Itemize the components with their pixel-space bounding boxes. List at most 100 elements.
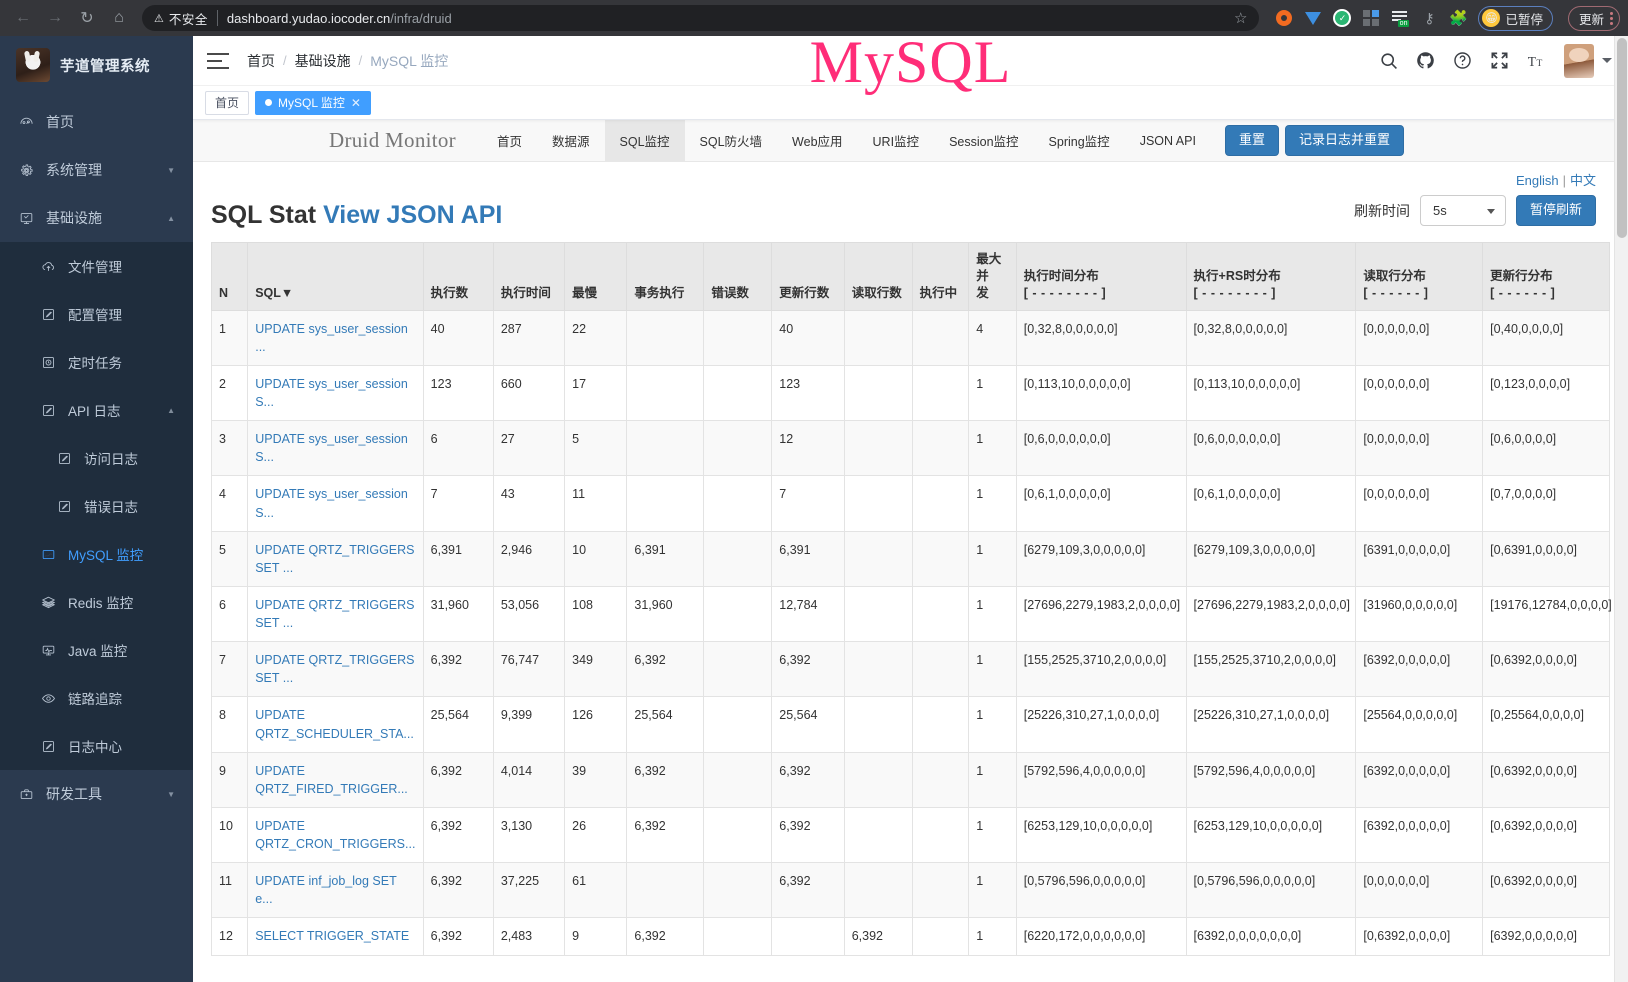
druid-nav-5[interactable]: URI监控 — [858, 120, 935, 161]
log-and-reset-button[interactable]: 记录日志并重置 — [1284, 125, 1404, 156]
avatar[interactable] — [1564, 43, 1594, 78]
edit-icon — [40, 403, 57, 418]
sidebar-item-4[interactable]: 配置管理 — [0, 290, 193, 338]
help-circle-icon[interactable] — [1453, 51, 1472, 70]
sidebar-item-10[interactable]: Redis 监控 — [0, 578, 193, 626]
druid-nav-0[interactable]: 首页 — [482, 120, 537, 161]
cell-exec_count: 6,392 — [422, 862, 494, 919]
sidebar-item-12[interactable]: 链路追踪 — [0, 674, 193, 722]
cell-err_count — [703, 696, 773, 753]
cell-sql[interactable]: UPDATE QRTZ_SCHEDULER_STA... — [247, 696, 424, 753]
cell-sql[interactable]: SELECT TRIGGER_STATE — [247, 917, 424, 956]
puzzle-extensions-icon[interactable]: 🧩 — [1449, 10, 1468, 27]
sidebar-item-1[interactable]: 系统管理 ▼ — [0, 146, 193, 194]
cell-sql[interactable]: UPDATE sys_user_session S... — [247, 364, 424, 422]
github-icon[interactable] — [1416, 51, 1435, 70]
cell-sql[interactable]: UPDATE QRTZ_TRIGGERS SET ... — [247, 585, 424, 643]
sql-link[interactable]: UPDATE QRTZ_CRON_TRIGGERS... — [255, 818, 416, 851]
bookmark-star-icon[interactable]: ☆ — [1234, 10, 1248, 27]
page-scrollbar-thumb[interactable] — [1617, 38, 1627, 238]
profile-paused-pill[interactable]: 😁 已暂停 — [1478, 5, 1553, 31]
brand[interactable]: 芋道管理系统 — [0, 36, 193, 98]
blue-diamond-extension-icon[interactable] — [1304, 9, 1322, 27]
cell-sql[interactable]: UPDATE QRTZ_TRIGGERS SET ... — [247, 641, 424, 698]
reload-icon[interactable]: ↻ — [80, 10, 94, 27]
cell-sql[interactable]: UPDATE inf_job_log SET e... — [247, 862, 424, 919]
kebab-menu-icon[interactable] — [1610, 11, 1613, 25]
key-extension-icon[interactable]: ⚷ — [1424, 9, 1435, 26]
col-header-sql[interactable]: SQL▼ — [247, 242, 424, 311]
page-scrollbar[interactable] — [1614, 36, 1628, 982]
sidebar-item-6[interactable]: API 日志 ▲ — [0, 386, 193, 434]
sidebar-item-9[interactable]: MySQL 监控 — [0, 530, 193, 578]
hamburger-menu-icon[interactable] — [207, 52, 229, 69]
breadcrumb-item-1[interactable]: 基础设施 — [294, 52, 351, 69]
cell-sql[interactable]: UPDATE sys_user_session S... — [247, 475, 424, 532]
cell-update_row_dist: [0,6,0,0,0,0] — [1482, 420, 1610, 477]
omnibox[interactable]: ⚠ 不安全 dashboard.yudao.iocoder.cn/infra/d… — [142, 5, 1260, 31]
sidebar-item-0[interactable]: 首页 — [0, 98, 193, 146]
reset-button[interactable]: 重置 — [1224, 125, 1279, 156]
sql-link[interactable]: UPDATE sys_user_session S... — [255, 376, 408, 409]
sql-link[interactable]: UPDATE QRTZ_SCHEDULER_STA... — [255, 708, 414, 741]
refresh-interval-select[interactable]: 5s10s20s30s60s — [1419, 195, 1506, 226]
fullscreen-icon[interactable] — [1490, 51, 1509, 70]
sql-link[interactable]: UPDATE sys_user_session S... — [255, 487, 408, 520]
druid-nav-3[interactable]: SQL防火墙 — [685, 120, 778, 161]
sql-link[interactable]: UPDATE sys_user_session S... — [255, 432, 408, 465]
chevron-down-icon[interactable]: ▼ — [167, 165, 175, 175]
druid-nav-4[interactable]: Web应用 — [777, 120, 857, 161]
search-icon[interactable] — [1379, 51, 1398, 70]
pause-refresh-button[interactable]: 暂停刷新 — [1515, 195, 1596, 226]
sql-link[interactable]: UPDATE inf_job_log SET e... — [255, 874, 397, 907]
cell-sql[interactable]: UPDATE sys_user_session S... — [247, 420, 424, 477]
sql-link[interactable]: UPDATE QRTZ_TRIGGERS SET ... — [255, 542, 415, 575]
cell-max_concurrent: 1 — [968, 641, 1017, 698]
tag-item-0[interactable]: 首页 — [205, 90, 250, 115]
tag-item-1[interactable]: MySQL 监控 ✕ — [255, 90, 371, 115]
sidebar-item-11[interactable]: Java 监控 — [0, 626, 193, 674]
sql-link[interactable]: SELECT TRIGGER_STATE — [255, 929, 410, 944]
sidebar-item-14[interactable]: 研发工具 ▼ — [0, 770, 193, 818]
druid-nav-1[interactable]: 数据源 — [537, 120, 605, 161]
sidebar-item-3[interactable]: 文件管理 — [0, 242, 193, 290]
orange-ring-extension-icon[interactable] — [1275, 9, 1293, 27]
cell-read_rows — [843, 751, 913, 808]
sql-link[interactable]: UPDATE QRTZ_TRIGGERS SET ... — [255, 653, 415, 686]
sidebar-item-13[interactable]: 日志中心 — [0, 722, 193, 770]
chevron-up-icon[interactable]: ▲ — [167, 405, 175, 415]
cell-sql[interactable]: UPDATE QRTZ_TRIGGERS SET ... — [247, 530, 424, 587]
squares-grid-extension-icon[interactable] — [1362, 9, 1380, 27]
sql-link[interactable]: UPDATE QRTZ_TRIGGERS SET ... — [255, 597, 415, 630]
sidebar-item-2[interactable]: 基础设施 ▲ — [0, 194, 193, 242]
forward-arrow-icon[interactable]: → — [47, 9, 63, 26]
home-icon[interactable]: ⌂ — [114, 9, 124, 26]
chevron-up-icon[interactable]: ▲ — [167, 213, 175, 223]
druid-nav-6[interactable]: Session监控 — [934, 120, 1033, 161]
cell-sql[interactable]: UPDATE QRTZ_FIRED_TRIGGER... — [247, 751, 424, 808]
chevron-down-icon[interactable]: ▼ — [167, 789, 175, 799]
view-json-api-link[interactable]: View JSON API — [323, 201, 503, 229]
close-icon[interactable]: ✕ — [350, 95, 361, 110]
lang-english-link[interactable]: English — [1515, 173, 1559, 188]
cell-sql[interactable]: UPDATE QRTZ_CRON_TRIGGERS... — [247, 806, 424, 864]
breadcrumb-item-0[interactable]: 首页 — [247, 52, 275, 69]
list-on-extension-icon[interactable]: on — [1391, 9, 1410, 27]
cell-sql[interactable]: UPDATE sys_user_session ... — [247, 309, 424, 366]
sidebar-item-5[interactable]: 定时任务 — [0, 338, 193, 386]
sidebar-item-7[interactable]: 访问日志 — [0, 434, 193, 482]
lang-chinese-link[interactable]: 中文 — [1569, 173, 1596, 188]
update-button[interactable]: 更新 — [1567, 5, 1620, 31]
green-check-extension-icon[interactable]: ✓ — [1333, 9, 1352, 27]
druid-nav-7[interactable]: Spring监控 — [1034, 120, 1125, 161]
druid-nav-8[interactable]: JSON API — [1125, 120, 1211, 161]
back-arrow-icon[interactable]: ← — [15, 9, 31, 26]
druid-nav-2[interactable]: SQL监控 — [604, 120, 685, 161]
cell-n: 9 — [210, 751, 249, 808]
sql-link[interactable]: UPDATE sys_user_session ... — [255, 321, 408, 354]
refresh-interval-select-wrap[interactable]: 5s10s20s30s60s — [1419, 195, 1506, 226]
sidebar-item-8[interactable]: 错误日志 — [0, 482, 193, 530]
sql-link[interactable]: UPDATE QRTZ_FIRED_TRIGGER... — [255, 763, 408, 796]
chevron-down-icon[interactable] — [1602, 58, 1612, 63]
